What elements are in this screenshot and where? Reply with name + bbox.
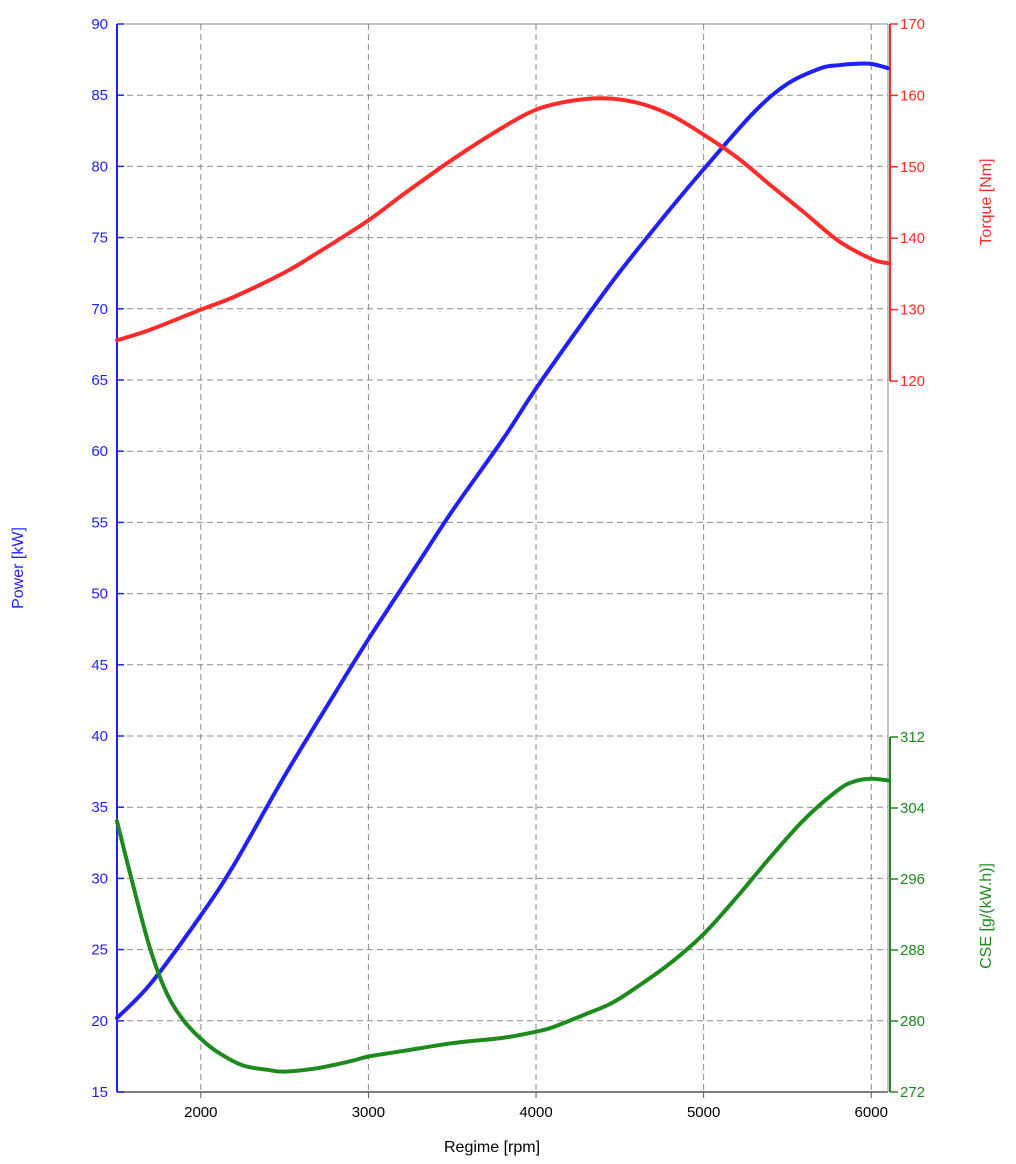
cse-tick-label: 272: [900, 1084, 925, 1101]
cse-tick-label: 280: [900, 1013, 925, 1030]
power-tick-label: 85: [91, 87, 108, 104]
power-curve: [115, 61, 890, 1020]
power-tick-label: 35: [91, 799, 108, 816]
cse-tick-label: 296: [900, 871, 925, 888]
power-tick-label: 40: [91, 728, 108, 745]
cse-tick-label: 304: [900, 800, 925, 817]
x-tick-label: 6000: [855, 1104, 888, 1121]
torque-curve: [115, 96, 890, 343]
cse-tick-label: 288: [900, 942, 925, 959]
x-tick-label: 5000: [687, 1104, 720, 1121]
power-tick-label: 60: [91, 443, 108, 460]
x-axis-label: Regime [rpm]: [444, 1139, 540, 1156]
power-tick-label: 50: [91, 586, 108, 603]
torque-tick-label: 150: [900, 159, 925, 176]
power-tick-label: 20: [91, 1013, 108, 1030]
power-axis: 15 20 25 30 35 40 45 50 55 60 65 70 75 80 85 90: [91, 16, 124, 1101]
power-tick-label: 45: [91, 657, 108, 674]
series-lines: [115, 61, 890, 1074]
power-tick-label: 15: [91, 1084, 108, 1101]
cse-axis: 272 280 288 296 304 312: [889, 729, 925, 1101]
power-tick-label: 65: [91, 372, 108, 389]
x-tick-label: 4000: [519, 1104, 552, 1121]
power-tick-label: 70: [91, 301, 108, 318]
power-tick-label: 55: [91, 514, 108, 531]
x-tick-label: 2000: [184, 1104, 217, 1121]
power-tick-label: 25: [91, 942, 108, 959]
cse-curve: [115, 776, 890, 1074]
power-axis-label: Power [kW]: [10, 527, 27, 609]
torque-tick-label: 170: [900, 16, 925, 33]
cse-tick-label: 312: [900, 729, 925, 746]
torque-tick-label: 140: [900, 230, 925, 247]
torque-tick-label: 120: [900, 373, 925, 390]
torque-tick-label: 130: [900, 302, 925, 319]
torque-tick-label: 160: [900, 87, 925, 104]
power-tick-label: 30: [91, 870, 108, 887]
power-tick-label: 75: [91, 230, 108, 247]
x-axis-ticks: 2000 3000 4000 5000 6000: [184, 1092, 888, 1121]
x-tick-label: 3000: [352, 1104, 385, 1121]
cse-axis-label: CSE [g/(kW.h)]: [978, 863, 995, 969]
torque-axis: 120 130 140 150 160 170: [889, 16, 925, 390]
power-tick-label: 90: [91, 16, 108, 33]
torque-axis-label: Torque [Nm]: [978, 158, 995, 245]
power-tick-label: 80: [91, 158, 108, 175]
